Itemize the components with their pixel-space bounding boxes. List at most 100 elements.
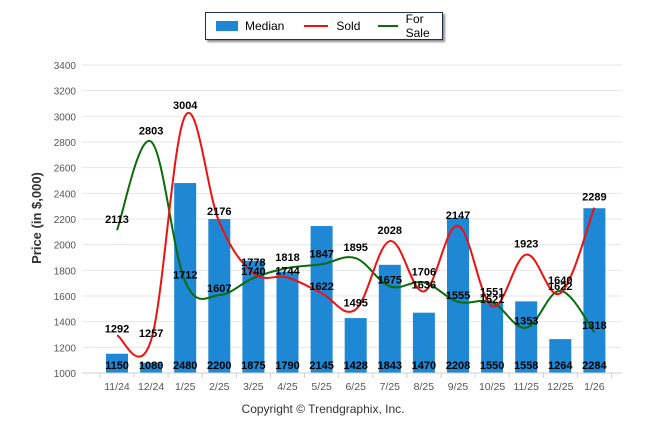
- sold-data-label: 2028: [378, 225, 402, 237]
- y-tick-label: 1000: [54, 369, 77, 380]
- median-data-label: 1470: [412, 360, 436, 372]
- y-tick-label: 2200: [54, 215, 77, 226]
- y-tick-label: 1400: [54, 318, 77, 329]
- sold-data-label: 1744: [275, 266, 300, 278]
- median-data-label: 2145: [309, 360, 333, 372]
- for-sale-data-label: 1818: [275, 252, 299, 264]
- x-tick-label: 10/25: [479, 381, 505, 393]
- median-data-label: 1428: [343, 360, 367, 372]
- median-data-label: 2480: [173, 360, 197, 372]
- sold-data-label: 2289: [582, 192, 606, 204]
- y-axis-ticks: 1000 1200 1400 1600 1800 2000 2200 2400 2600 2800…: [54, 61, 77, 380]
- for-sale-data-label: 1740: [241, 266, 265, 278]
- legend-item-sold[interactable]: Sold: [304, 19, 360, 33]
- median-bar: [242, 260, 265, 373]
- median-bar: [106, 353, 128, 373]
- median-data-label: 1150: [105, 360, 129, 372]
- x-tick-label: 5/25: [311, 381, 332, 393]
- legend-item-median[interactable]: Median: [216, 19, 284, 33]
- sold-data-label: 1622: [309, 281, 333, 293]
- series-lines: [116, 111, 596, 358]
- median-bar: [447, 217, 469, 373]
- legend-label-sold: Sold: [336, 19, 361, 33]
- sold-data-label: 2147: [446, 210, 470, 222]
- x-tick-label: 4/25: [277, 381, 298, 393]
- median-bar: [583, 208, 606, 373]
- for-sale-data-label: 1551: [480, 286, 504, 298]
- x-tick-label: 8/25: [414, 381, 435, 393]
- sold-data-label: 1636: [412, 279, 436, 291]
- x-tick-label: 1/26: [584, 381, 605, 393]
- median-data-label: 1550: [480, 360, 504, 372]
- x-tick-label: 12/24: [138, 381, 164, 393]
- sold-data-label: 1292: [105, 324, 129, 336]
- sold-swatch-icon: [304, 25, 329, 27]
- x-tick-label: 1/25: [175, 381, 196, 393]
- for-sale-data-label: 1895: [343, 242, 367, 254]
- median-bar: [515, 301, 538, 373]
- sold-data-label: 2176: [207, 206, 231, 218]
- y-tick-label: 2400: [54, 189, 77, 200]
- gridlines: [82, 64, 622, 348]
- x-tick-label: 9/25: [448, 381, 469, 393]
- x-tick-label: 11/24: [104, 381, 130, 393]
- for-sale-data-label: 1555: [446, 290, 470, 302]
- x-tick-label: 2/25: [209, 381, 230, 393]
- for-sale-data-label: 2113: [105, 214, 129, 226]
- y-tick-label: 3000: [54, 112, 77, 123]
- legend-item-for-sale[interactable]: For Sale: [378, 12, 442, 40]
- median-bar: [174, 183, 197, 373]
- y-tick-label: 3400: [54, 61, 77, 72]
- median-bar: [344, 318, 367, 373]
- for-sale-data-label: 1640: [548, 275, 572, 287]
- median-bars: [106, 183, 606, 373]
- sold-data-label: 3004: [173, 100, 198, 112]
- for-sale-data-label: 1706: [412, 266, 436, 278]
- for-sale-data-label: 1847: [309, 248, 333, 260]
- for-sale-data-label: 2803: [139, 126, 163, 138]
- for-sale-data-label: 1318: [582, 320, 606, 332]
- median-bar: [549, 339, 572, 373]
- y-tick-label: 2600: [54, 164, 77, 175]
- y-tick-label: 3200: [54, 87, 77, 98]
- data-labels: 1150 1080 2480 2200 1875 1790 2145 1428 1843 1470…: [105, 100, 608, 372]
- median-data-label: 1264: [548, 360, 573, 372]
- legend: Median Sold For Sale: [205, 12, 443, 40]
- y-axis-label: Price (in $,000): [29, 172, 44, 264]
- sold-data-label: 1622: [548, 281, 572, 293]
- legend-label-for-sale: For Sale: [405, 12, 430, 40]
- median-bar: [481, 302, 504, 373]
- median-data-label: 1875: [241, 360, 265, 372]
- y-tick-label: 2000: [54, 241, 77, 252]
- sold-data-label: 1257: [139, 328, 163, 340]
- x-tick-label: 11/25: [513, 381, 539, 393]
- y-tick-label: 1800: [54, 266, 77, 277]
- for-sale-data-label: 1712: [173, 270, 197, 282]
- median-data-label: 2200: [207, 360, 231, 372]
- for-sale-data-label: 1607: [207, 283, 231, 295]
- copyright-text: Copyright © Trendgraphix, Inc.: [241, 402, 405, 416]
- median-bar: [276, 271, 299, 373]
- y-tick-label: 2800: [54, 138, 77, 149]
- sold-data-label: 1521: [480, 294, 504, 306]
- for-sale-data-label: 1675: [378, 274, 402, 286]
- median-data-label: 1558: [514, 360, 538, 372]
- legend-label-median: Median: [245, 19, 285, 33]
- median-data-label: 1790: [275, 360, 299, 372]
- median-bar: [140, 362, 163, 373]
- x-axis: 11/24 12/24 1/25 2/25 3/25 4/25 5/25 6/25 7/25 8/…: [82, 372, 622, 393]
- median-data-label: 1843: [378, 360, 402, 372]
- x-tick-label: 12/25: [547, 381, 573, 393]
- median-data-label: 2284: [582, 360, 607, 372]
- sold-line: [116, 111, 596, 358]
- median-bar: [378, 264, 401, 373]
- for-sale-swatch-icon: [378, 25, 398, 27]
- x-tick-label: 3/25: [243, 381, 264, 393]
- x-tick-label: 6/25: [345, 381, 366, 393]
- sold-data-label: 1923: [514, 239, 538, 251]
- sold-data-label: 1495: [343, 297, 367, 309]
- median-swatch-icon: [216, 21, 238, 31]
- sold-data-label: 1778: [241, 257, 265, 269]
- y-tick-label: 1600: [54, 292, 77, 303]
